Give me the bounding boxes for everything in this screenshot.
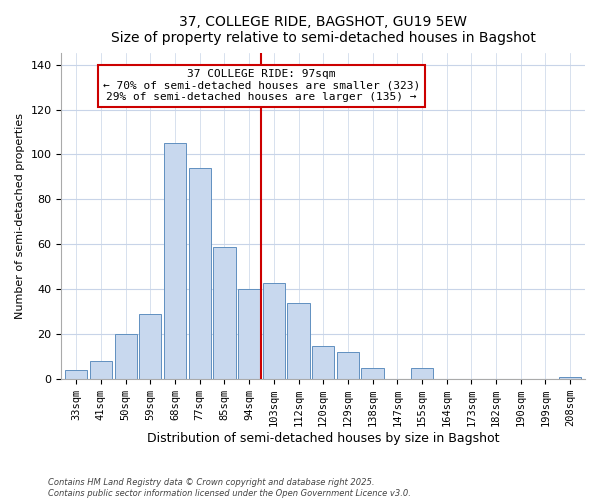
- Bar: [559, 377, 581, 379]
- Title: 37, COLLEGE RIDE, BAGSHOT, GU19 5EW
Size of property relative to semi-detached h: 37, COLLEGE RIDE, BAGSHOT, GU19 5EW Size…: [111, 15, 536, 45]
- X-axis label: Distribution of semi-detached houses by size in Bagshot: Distribution of semi-detached houses by …: [147, 432, 499, 445]
- Bar: [164, 143, 186, 379]
- Bar: [188, 168, 211, 379]
- Bar: [411, 368, 433, 379]
- Bar: [337, 352, 359, 379]
- Bar: [65, 370, 88, 379]
- Bar: [238, 290, 260, 379]
- Bar: [139, 314, 161, 379]
- Bar: [361, 368, 384, 379]
- Text: 37 COLLEGE RIDE: 97sqm
← 70% of semi-detached houses are smaller (323)
29% of se: 37 COLLEGE RIDE: 97sqm ← 70% of semi-det…: [103, 69, 420, 102]
- Bar: [213, 246, 236, 379]
- Bar: [312, 346, 334, 379]
- Bar: [90, 361, 112, 379]
- Bar: [287, 303, 310, 379]
- Bar: [263, 282, 285, 379]
- Bar: [115, 334, 137, 379]
- Text: Contains HM Land Registry data © Crown copyright and database right 2025.
Contai: Contains HM Land Registry data © Crown c…: [48, 478, 411, 498]
- Y-axis label: Number of semi-detached properties: Number of semi-detached properties: [15, 114, 25, 320]
